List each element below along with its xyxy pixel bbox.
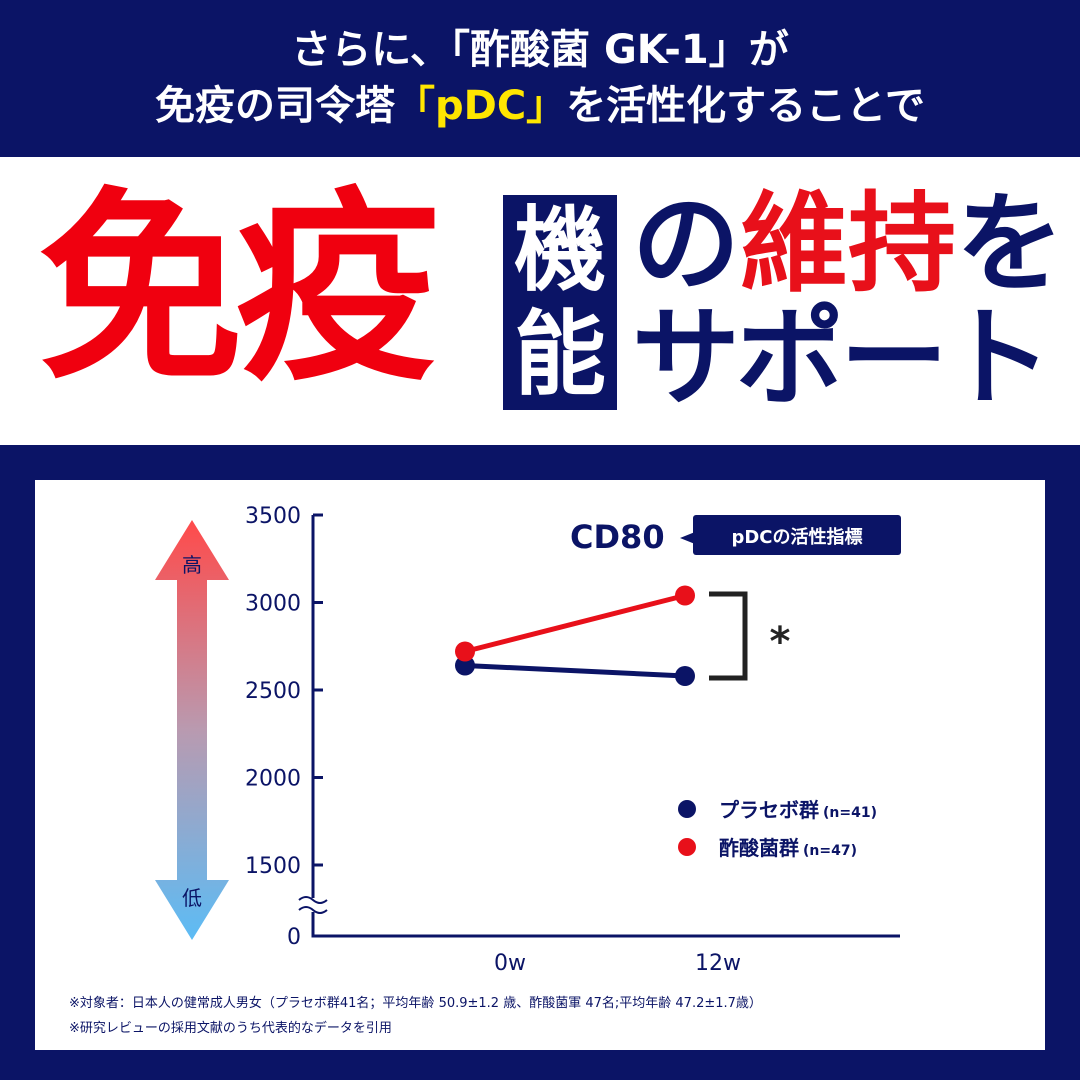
pdc-highlight: 「pDC」: [394, 83, 567, 129]
callout-text: pDCの活性指標: [731, 526, 862, 548]
x-tick-label: 0w: [494, 951, 526, 976]
arrow-high-label: 高: [182, 553, 202, 577]
headline-immunity: 免疫: [38, 171, 440, 409]
cd80-chart: 高 低 3500 3000 2500 2000 1500 0 0w 12w CD80 pDCの…: [155, 504, 901, 976]
data-point: [455, 655, 475, 676]
legend-marker: [678, 838, 696, 856]
high-low-arrow: 高 低: [155, 520, 229, 940]
arrow-low-label: 低: [182, 886, 202, 910]
function-box: 機 能: [503, 195, 617, 410]
significance-mark: *: [770, 619, 791, 665]
callout-pointer: [680, 532, 695, 544]
y-tick-label: 2000: [245, 767, 301, 792]
header-banner: さらに、「酢酸菌 GK-1」が 免疫の司令塔「pDC」を活性化することで: [0, 0, 1080, 157]
headline-keep: 維持: [740, 182, 957, 307]
axis-break-mark: [298, 896, 328, 914]
header-text: を活性化することで: [566, 83, 925, 129]
series-line-1: [464, 593, 686, 654]
legend-n: (n=41): [823, 805, 877, 821]
callout-box: [693, 515, 901, 555]
legend-label: プラセボ群 (n=41): [719, 798, 877, 822]
box-char: 能: [513, 301, 606, 408]
footnote: ※研究レビューの採用文献のうち代表的なデータを引用: [69, 1021, 392, 1036]
chart-title: CD80: [570, 518, 665, 556]
y-tick-label: 0: [287, 925, 301, 950]
data-point: [675, 666, 695, 686]
y-tick-label: 2500: [245, 679, 301, 704]
headline-no: の: [632, 182, 741, 307]
y-tick-label: 1500: [245, 854, 301, 879]
header-line-1: さらに、「酢酸菌 GK-1」が: [291, 27, 789, 73]
header-line-2: 免疫の司令塔「pDC」を活性化することで: [0, 78, 1080, 134]
footnote: ※対象者：日本人の健常成人男女（プラセボ群41名；平均年齢 50.9±1.2 歳…: [69, 996, 762, 1011]
y-tick-label: 3500: [245, 504, 301, 529]
significance-bracket: [709, 591, 748, 681]
legend-marker: [678, 800, 696, 818]
data-point: [455, 641, 475, 662]
headline-wo: を: [956, 182, 1065, 307]
hero-headline: 免疫 機 能 の維持を サポート: [0, 157, 1080, 445]
chart-panel: 高 低 3500 3000 2500 2000 1500 0 0w 12w CD80 pDCの…: [35, 480, 1045, 1050]
header-text: 免疫の司令塔: [154, 83, 395, 129]
data-point: [675, 585, 695, 606]
legend-label: 酢酸菌群 (n=47): [719, 836, 857, 860]
box-char: 機: [513, 197, 606, 304]
headline-maintain: の維持を: [632, 185, 1064, 305]
axis-lines: [311, 515, 900, 938]
legend-n: (n=47): [803, 843, 857, 859]
headline-support: サポート: [632, 296, 1052, 421]
series-line-0: [464, 663, 686, 679]
x-tick-label: 12w: [695, 951, 741, 976]
legend: プラセボ群 (n=41) 酢酸菌群 (n=47): [678, 798, 877, 860]
y-tick-label: 3000: [245, 592, 301, 617]
